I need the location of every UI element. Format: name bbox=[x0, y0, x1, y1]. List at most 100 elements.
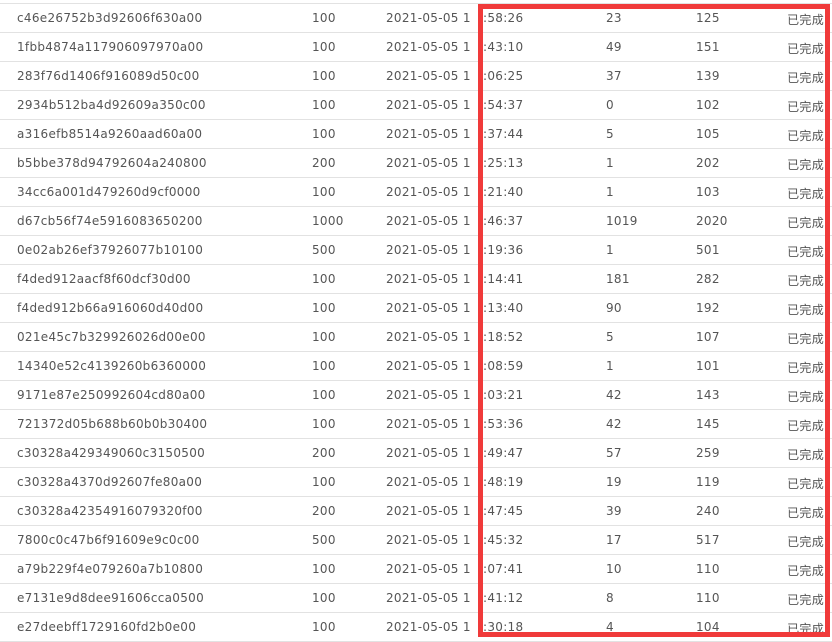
time-cell: :08:59 bbox=[483, 359, 524, 373]
date-cell: 2021-05-05 1 bbox=[386, 446, 471, 460]
value-1-cell: 37 bbox=[606, 69, 622, 83]
status-cell: 已完成 bbox=[787, 419, 824, 433]
status-cell: 已完成 bbox=[787, 361, 824, 375]
date-cell: 2021-05-05 1 bbox=[386, 69, 471, 83]
table-row[interactable]: c30328a4370d92607fe80a00 100 2021-05-05 1:… bbox=[0, 468, 832, 497]
table-row[interactable]: 14340e52c4139260b6360000 100 2021-05-05 1:… bbox=[0, 352, 832, 381]
value-1-cell: 4 bbox=[606, 620, 614, 634]
value-1-cell: 1 bbox=[606, 359, 614, 373]
date-cell: 2021-05-05 1 bbox=[386, 214, 471, 228]
date-cell: 2021-05-05 1 bbox=[386, 185, 471, 199]
table-row[interactable]: 721372d05b688b60b0b30400 100 2021-05-05 1:… bbox=[0, 410, 832, 439]
order-id-cell: 9171e87e250992604cd80a00 bbox=[17, 388, 206, 402]
table-row[interactable]: a316efb8514a9260aad60a00 100 2021-05-05 1:… bbox=[0, 120, 832, 149]
order-id-cell: c46e26752b3d92606f630a00 bbox=[17, 11, 203, 25]
date-cell: 2021-05-05 1 bbox=[386, 591, 471, 605]
value-1-cell: 5 bbox=[606, 127, 614, 141]
amount-cell: 100 bbox=[312, 301, 336, 315]
value-1-cell: 1 bbox=[606, 185, 614, 199]
value-2-cell: 2020 bbox=[696, 214, 728, 228]
time-cell: :53:36 bbox=[483, 417, 524, 431]
table-row[interactable]: d67cb56f74e5916083650200 1000 2021-05-05 1… bbox=[0, 207, 832, 236]
amount-cell: 200 bbox=[312, 156, 336, 170]
table-row[interactable]: 021e45c7b329926026d00e00 100 2021-05-05 1:… bbox=[0, 323, 832, 352]
table-row[interactable]: f4ded912aacf8f60dcf30d00 100 2021-05-05 1:… bbox=[0, 265, 832, 294]
value-2-cell: 110 bbox=[696, 562, 720, 576]
date-cell: 2021-05-05 1 bbox=[386, 359, 471, 373]
order-id-cell: a316efb8514a9260aad60a00 bbox=[17, 127, 203, 141]
status-cell: 已完成 bbox=[787, 187, 824, 201]
status-cell: 已完成 bbox=[787, 593, 824, 607]
table-row[interactable]: 34cc6a001d479260d9cf0000 100 2021-05-05 1:… bbox=[0, 178, 832, 207]
value-1-cell: 57 bbox=[606, 446, 622, 460]
table-row[interactable]: c46e26752b3d92606f630a00 100 2021-05-05 1:… bbox=[0, 4, 832, 33]
date-cell: 2021-05-05 1 bbox=[386, 475, 471, 489]
value-2-cell: 282 bbox=[696, 272, 720, 286]
time-cell: :46:37 bbox=[483, 214, 524, 228]
value-2-cell: 202 bbox=[696, 156, 720, 170]
order-id-cell: 14340e52c4139260b6360000 bbox=[17, 359, 207, 373]
amount-cell: 100 bbox=[312, 11, 336, 25]
value-2-cell: 107 bbox=[696, 330, 720, 344]
value-2-cell: 110 bbox=[696, 591, 720, 605]
table-row[interactable]: 9171e87e250992604cd80a00 100 2021-05-05 1:… bbox=[0, 381, 832, 410]
time-cell: :49:47 bbox=[483, 446, 524, 460]
table-row[interactable]: 283f76d1406f916089d50c00 100 2021-05-05 1:… bbox=[0, 62, 832, 91]
value-2-cell: 105 bbox=[696, 127, 720, 141]
value-1-cell: 17 bbox=[606, 533, 622, 547]
value-1-cell: 1 bbox=[606, 243, 614, 257]
date-cell: 2021-05-05 1 bbox=[386, 98, 471, 112]
date-cell: 2021-05-05 1 bbox=[386, 11, 471, 25]
time-cell: :07:41 bbox=[483, 562, 524, 576]
table-row[interactable]: 2934b512ba4d92609a350c00 100 2021-05-05 1:… bbox=[0, 91, 832, 120]
time-cell: :43:10 bbox=[483, 40, 524, 54]
table-row[interactable]: 7800c0c47b6f91609e9c0c00 500 2021-05-05 1:… bbox=[0, 526, 832, 555]
table-row[interactable]: c30328a429349060c3150500 200 2021-05-05 1:… bbox=[0, 439, 832, 468]
table-row[interactable]: f4ded912b66a916060d40d00 100 2021-05-05 1:… bbox=[0, 294, 832, 323]
value-2-cell: 192 bbox=[696, 301, 720, 315]
amount-cell: 500 bbox=[312, 533, 336, 547]
status-cell: 已完成 bbox=[787, 506, 824, 520]
status-cell: 已完成 bbox=[787, 42, 824, 56]
table-row[interactable]: 0e02ab26ef37926077b10100 500 2021-05-05 1:… bbox=[0, 236, 832, 265]
status-cell: 已完成 bbox=[787, 158, 824, 172]
date-cell: 2021-05-05 1 bbox=[386, 272, 471, 286]
date-cell: 2021-05-05 1 bbox=[386, 40, 471, 54]
date-cell: 2021-05-05 1 bbox=[386, 156, 471, 170]
time-cell: :14:41 bbox=[483, 272, 524, 286]
order-id-cell: c30328a4370d92607fe80a00 bbox=[17, 475, 203, 489]
order-id-cell: 0e02ab26ef37926077b10100 bbox=[17, 243, 204, 257]
value-2-cell: 104 bbox=[696, 620, 720, 634]
amount-cell: 100 bbox=[312, 475, 336, 489]
value-1-cell: 1 bbox=[606, 156, 614, 170]
amount-cell: 100 bbox=[312, 330, 336, 344]
table-row[interactable]: 1fbb4874a117906097970a00 100 2021-05-05 1:… bbox=[0, 33, 832, 62]
order-id-cell: c30328a42354916079320f00 bbox=[17, 504, 203, 518]
status-cell: 已完成 bbox=[787, 535, 824, 549]
status-cell: 已完成 bbox=[787, 390, 824, 404]
date-cell: 2021-05-05 1 bbox=[386, 301, 471, 315]
value-1-cell: 42 bbox=[606, 388, 622, 402]
date-cell: 2021-05-05 1 bbox=[386, 243, 471, 257]
value-1-cell: 23 bbox=[606, 11, 622, 25]
value-2-cell: 517 bbox=[696, 533, 720, 547]
value-2-cell: 240 bbox=[696, 504, 720, 518]
date-cell: 2021-05-05 1 bbox=[386, 330, 471, 344]
table-row[interactable]: a79b229f4e079260a7b10800 100 2021-05-05 1:… bbox=[0, 555, 832, 584]
table-row[interactable]: c30328a42354916079320f00 200 2021-05-05 1:… bbox=[0, 497, 832, 526]
order-id-cell: b5bbe378d94792604a240800 bbox=[17, 156, 207, 170]
status-cell: 已完成 bbox=[787, 303, 824, 317]
status-cell: 已完成 bbox=[787, 216, 824, 230]
time-cell: :41:12 bbox=[483, 591, 524, 605]
status-cell: 已完成 bbox=[787, 100, 824, 114]
value-2-cell: 119 bbox=[696, 475, 720, 489]
time-cell: :37:44 bbox=[483, 127, 524, 141]
table-row[interactable]: b5bbe378d94792604a240800 200 2021-05-05 1:… bbox=[0, 149, 832, 178]
status-cell: 已完成 bbox=[787, 274, 824, 288]
amount-cell: 100 bbox=[312, 417, 336, 431]
status-cell: 已完成 bbox=[787, 622, 824, 636]
time-cell: :58:26 bbox=[483, 11, 524, 25]
table-row[interactable]: e7131e9d8dee91606cca0500 100 2021-05-05 1:… bbox=[0, 584, 832, 613]
amount-cell: 100 bbox=[312, 591, 336, 605]
amount-cell: 500 bbox=[312, 243, 336, 257]
